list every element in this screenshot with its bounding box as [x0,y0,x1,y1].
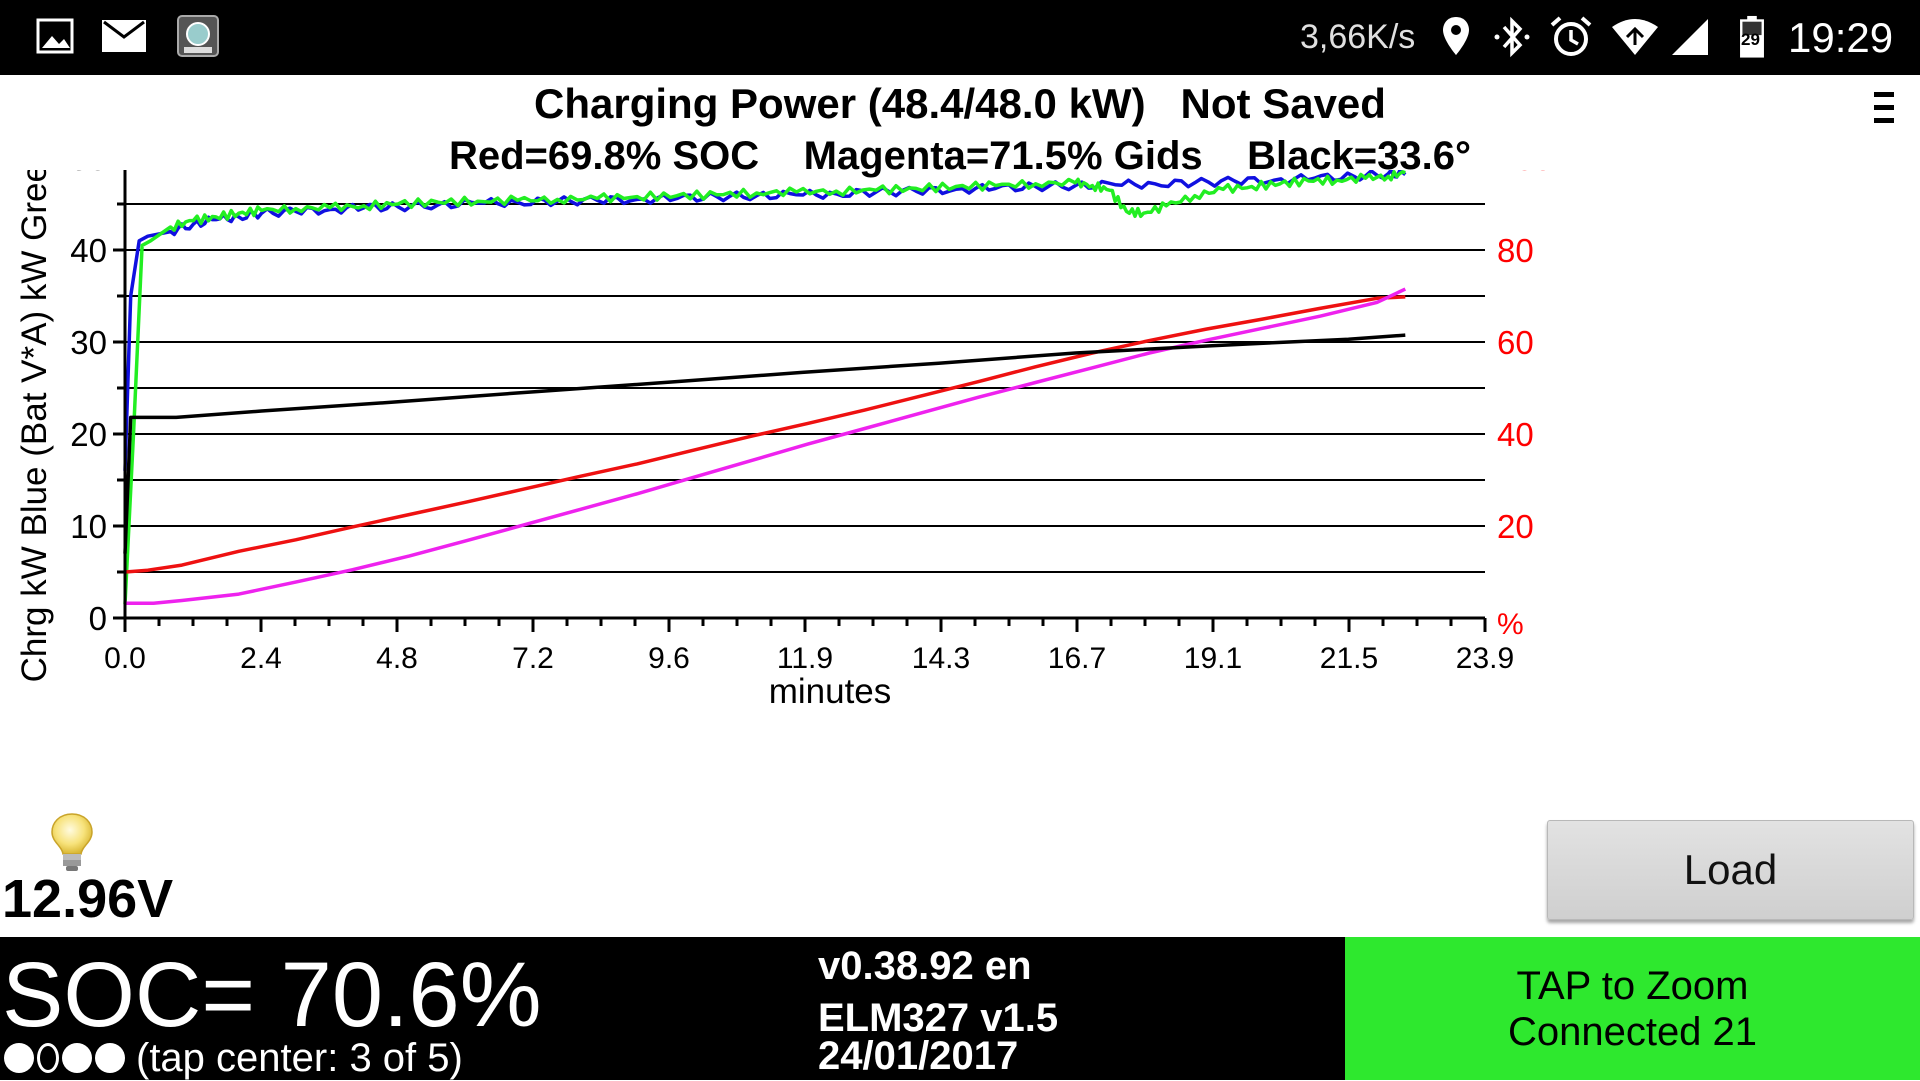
build-date: 24/01/2017 [818,1034,1019,1078]
y-left-tick-label: 20 [70,416,107,453]
y-left-tick-label: 40 [70,232,107,269]
x-tick-label: 23.9 [1456,642,1514,675]
network-speed: 3,66K/s [1300,18,1416,56]
x-tick-label: 14.3 [912,642,970,675]
y-right-tick-label: 20 [1497,508,1534,545]
status-bar: 3,66K/s 29 19:29 [0,0,1920,75]
chart-subtitle: Red=69.8% SOC Magenta=71.5% Gids Black=3… [448,134,1472,178]
version-info: v0.38.92 en ELM327 v1.5 24/01/2017 [818,943,1058,1079]
y-right-tick-label: 100 [1497,170,1552,177]
battery-level: 29 [1741,30,1760,49]
series-line-red [124,295,1406,574]
voltage-readout: 12.96V [2,869,174,929]
y-left-tick-label: 50 [70,170,107,177]
mail-icon [102,20,146,52]
x-tick-label: 16.7 [1048,642,1106,675]
x-tick-label: 4.8 [376,642,418,675]
x-tick-label: 7.2 [512,642,554,675]
soc-readout[interactable]: SOC= 70.6% [2,944,542,1046]
y-left-tick-label: 0 [89,600,107,637]
x-tick-label: 2.4 [240,642,282,675]
page-dots[interactable]: (tap center: 3 of 5) [4,1036,463,1080]
charging-chart[interactable]: 0 10 20 30 40 50 20 40 60 80 100% 0.0 2.4 4.8 7.2 9.6 11… [0,170,1920,820]
page-dot-3 [62,1043,92,1073]
y-right-axis-label: % [1497,608,1524,641]
y-left-tick-label: 30 [70,324,107,361]
chart-title: Charging Power (48.4/48.0 kW) Not Saved [534,80,1386,127]
connection-status: Connected 21 [1507,1009,1758,1054]
bluetooth-icon [1494,16,1530,58]
x-axis-title: minutes [769,672,892,711]
y-right-tick-label: 40 [1497,416,1534,453]
wifi-icon [1612,19,1658,55]
signal-icon [1672,19,1708,55]
x-tick-label: 19.1 [1184,642,1242,675]
page-dot-2 [37,1043,59,1073]
clock: 19:29 [1788,14,1894,61]
tap-center-label: (tap center: 3 of 5) [136,1035,463,1080]
x-tick-label: 21.5 [1320,642,1378,675]
page-dot-4 [95,1043,125,1073]
bottom-bar: SOC= 70.6% (tap center: 3 of 5) v0.38.92… [0,937,1920,1080]
lightbulb-icon [51,813,93,871]
x-tick-label: 9.6 [648,642,690,675]
series-lines [123,170,1407,606]
series-line-green [123,170,1406,605]
image-icon [36,18,74,54]
tap-to-zoom-panel[interactable]: TAP to Zoom Connected 21 [1345,937,1920,1080]
y-axis-title: Chrg kW Blue (Bat V*A) kW Green [15,170,54,682]
axes [113,170,1487,632]
x-tick-label: 11.9 [777,642,833,675]
battery-icon [1740,15,1764,58]
series-line-magenta [125,287,1407,606]
x-tick-label: 0.0 [104,642,146,675]
alarm-icon [1550,16,1592,56]
series-line-black [123,333,1406,554]
y-left-tick-label: 10 [70,508,107,545]
location-icon [1443,17,1469,55]
load-button[interactable]: Load [1547,820,1914,920]
adapter-version: ELM327 v1.5 [818,996,1059,1040]
app-leaf-icon [177,15,219,57]
grid-lines [125,203,1485,573]
app-version: v0.38.92 en [818,944,1032,988]
series-line-blue [123,170,1407,471]
y-right-tick-label: 80 [1497,232,1534,269]
menu-icon[interactable] [1872,88,1898,128]
y-right-tick-label: 60 [1497,324,1534,361]
axis-labels: 0 10 20 30 40 50 20 40 60 80 100% 0.0 2.4 4.8 7.2 9.6 11… [15,170,1552,711]
page-dot-1 [4,1043,34,1073]
tap-to-zoom-label: TAP to Zoom [1516,963,1749,1008]
